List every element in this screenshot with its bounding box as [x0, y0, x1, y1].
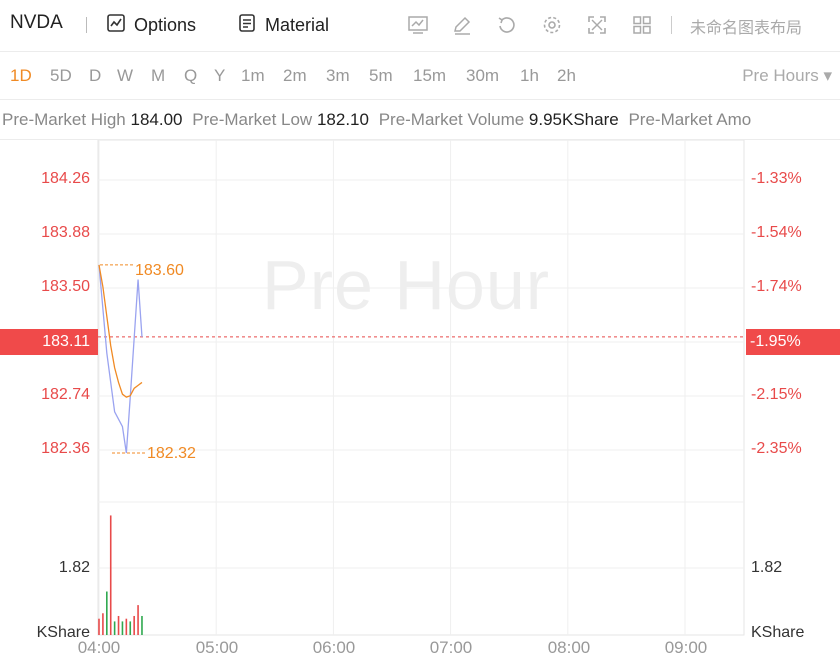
- options-icon: [106, 13, 126, 38]
- volume-bar: [106, 591, 108, 635]
- pct-tick: -1.54%: [751, 224, 802, 241]
- top-toolbar: NVDA Options Material 未命名图表布局: [0, 0, 840, 52]
- chart-watermark: Pre Hour: [262, 246, 551, 324]
- volume-bar: [113, 621, 116, 635]
- grid-layout-icon[interactable]: [629, 12, 655, 38]
- price-tick: 183.88: [41, 224, 90, 241]
- volume-bar: [125, 618, 128, 635]
- low-marker-label: 182.32: [147, 445, 196, 462]
- high-marker-label: 183.60: [135, 262, 184, 279]
- session-selector[interactable]: Pre Hours ▾: [742, 66, 832, 85]
- indicator-icon[interactable]: [405, 12, 431, 38]
- toolbar-divider: [86, 17, 87, 33]
- plot-frame: [97, 140, 745, 636]
- volume-bar: [141, 615, 143, 635]
- volume-value: 9.95KShare: [528, 110, 619, 129]
- period-2h[interactable]: 2h: [557, 66, 576, 85]
- volume-bar: [137, 605, 139, 635]
- time-tick: 08:00: [547, 638, 591, 657]
- period-q[interactable]: Q: [184, 66, 198, 85]
- volume-bar: [129, 621, 132, 635]
- pct-tick: -2.35%: [751, 440, 802, 457]
- period-5d[interactable]: 5D: [50, 66, 72, 85]
- low-value: 182.10: [316, 110, 369, 129]
- material-icon: [237, 13, 257, 38]
- period-1m[interactable]: 1m: [241, 66, 265, 85]
- options-button[interactable]: Options: [106, 10, 196, 40]
- material-button[interactable]: Material: [237, 10, 329, 40]
- stock-symbol[interactable]: NVDA: [10, 12, 63, 33]
- period-1d[interactable]: 1D: [10, 66, 32, 85]
- period-tabs: 1D 5D D W M Q Y 1m 2m 3m 5m 15m 30m 1h 2…: [0, 52, 840, 100]
- volume-tick-left: 1.82: [58, 559, 90, 576]
- period-m[interactable]: M: [151, 66, 166, 85]
- period-5m[interactable]: 5m: [369, 66, 393, 85]
- pct-tick: -1.74%: [751, 278, 802, 295]
- volume-bar: [109, 515, 112, 635]
- period-30m[interactable]: 30m: [466, 66, 500, 85]
- draw-icon[interactable]: [449, 12, 475, 38]
- period-2m[interactable]: 2m: [283, 66, 307, 85]
- current-price-tag: 183.11: [0, 329, 98, 355]
- pct-tick: -2.15%: [751, 386, 802, 403]
- volume-bar: [117, 615, 120, 635]
- time-tick: 05:00: [195, 638, 239, 657]
- high-label: Pre-Market High: [2, 110, 126, 129]
- chart-canvas[interactable]: [0, 140, 840, 665]
- time-tick: 06:00: [312, 638, 356, 657]
- time-tick: 07:00: [429, 638, 473, 657]
- volume-bar: [133, 615, 135, 635]
- current-pct-tag: -1.95%: [746, 329, 840, 355]
- price-tick: 182.74: [41, 386, 90, 403]
- period-1h[interactable]: 1h: [520, 66, 539, 85]
- toolbar-divider: [671, 16, 672, 34]
- volume-unit-right: KShare: [751, 624, 805, 641]
- layout-name[interactable]: 未命名图表布局: [690, 20, 803, 37]
- settings-icon[interactable]: [539, 12, 565, 38]
- volume-bar: [98, 618, 100, 635]
- high-value: 184.00: [130, 110, 183, 129]
- price-line: [98, 264, 143, 454]
- volume-label: Pre-Market Volume: [378, 110, 525, 129]
- price-tick: 182.36: [41, 440, 90, 457]
- time-tick: 09:00: [664, 638, 708, 657]
- volume-bar: [102, 613, 104, 635]
- price-chart[interactable]: Pre Hour 184.26 183.88 183.50 182.74 182…: [0, 140, 840, 665]
- material-label: Material: [265, 14, 330, 35]
- options-label: Options: [134, 14, 197, 35]
- price-tick: 184.26: [41, 170, 90, 187]
- period-y[interactable]: Y: [214, 66, 226, 85]
- period-d[interactable]: D: [89, 66, 102, 85]
- time-tick: 04:00: [77, 638, 121, 657]
- volume-unit-left: KShare: [36, 624, 90, 641]
- period-15m[interactable]: 15m: [413, 66, 447, 85]
- reset-icon[interactable]: [494, 12, 520, 38]
- price-tick: 183.50: [41, 278, 90, 295]
- volume-bar: [121, 621, 124, 635]
- volume-tick-right: 1.82: [751, 559, 783, 576]
- amount-label: Pre-Market Amo: [628, 110, 752, 129]
- low-label: Pre-Market Low: [192, 110, 313, 129]
- fullscreen-icon[interactable]: [584, 12, 610, 38]
- premarket-stats: Pre-Market High 184.00 Pre-Market Low 18…: [0, 102, 840, 140]
- pct-tick: -1.33%: [751, 170, 802, 187]
- period-3m[interactable]: 3m: [326, 66, 350, 85]
- average-line: [98, 264, 143, 398]
- period-w[interactable]: W: [117, 66, 134, 85]
